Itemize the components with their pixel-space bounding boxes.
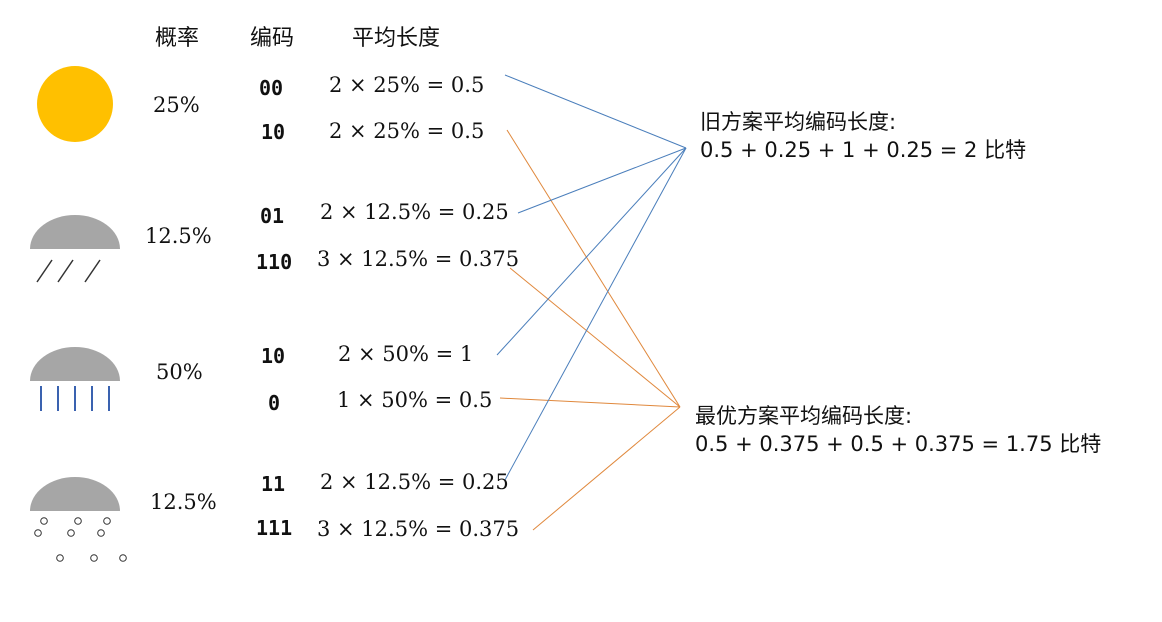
- old-scheme-equation: 0.5 + 0.25 + 1 + 0.25 = 2 比特: [700, 138, 1027, 162]
- optimal-scheme-connector: [506, 129, 681, 408]
- optimal-scheme-connector: [509, 267, 681, 408]
- old-scheme-connector: [517, 147, 687, 214]
- formula-cell: 2 × 12.5% = 0.25: [320, 470, 509, 494]
- optimal-scheme-connector: [532, 406, 681, 531]
- sun-icon: [37, 66, 113, 142]
- old-scheme-connector: [496, 147, 687, 356]
- old-scheme-connector: [504, 147, 687, 481]
- formula-cell: 2 × 12.5% = 0.25: [320, 200, 509, 224]
- formula-cell: 2 × 25% = 0.5: [329, 119, 485, 143]
- formula-cell: 3 × 12.5% = 0.375: [317, 517, 520, 541]
- light-rain-icon: [30, 215, 120, 283]
- snow-icon: [30, 477, 127, 562]
- header-code: 编码: [250, 26, 295, 51]
- formula-cell: 3 × 12.5% = 0.375: [317, 247, 520, 271]
- old-scheme-title: 旧方案平均编码长度:: [700, 110, 897, 134]
- code-cell: 110: [256, 250, 293, 274]
- formula-cell: 2 × 25% = 0.5: [329, 73, 485, 97]
- code-cell: 11: [261, 472, 286, 496]
- code-cell: 00: [259, 76, 284, 100]
- optimal-scheme-title: 最优方案平均编码长度:: [695, 404, 913, 428]
- formula-cell: 2 × 50% = 1: [338, 342, 474, 366]
- probability-sun: 25%: [153, 93, 200, 117]
- header-probability: 概率: [155, 26, 200, 51]
- optimal-scheme-summary: 最优方案平均编码长度: 0.5 + 0.375 + 0.5 + 0.375 = …: [695, 402, 1101, 458]
- header-avg-length: 平均长度: [352, 26, 441, 51]
- probability-heavy-rain: 50%: [156, 360, 203, 384]
- optimal-scheme-equation: 0.5 + 0.375 + 0.5 + 0.375 = 1.75 比特: [695, 432, 1102, 456]
- code-cell: 10: [261, 120, 286, 144]
- code-cell: 111: [256, 516, 293, 540]
- probability-snow: 12.5%: [150, 490, 217, 514]
- optimal-scheme-connector: [499, 397, 681, 408]
- code-cell: 01: [260, 204, 285, 228]
- old-scheme-connector: [504, 74, 687, 149]
- old-scheme-summary: 旧方案平均编码长度: 0.5 + 0.25 + 1 + 0.25 = 2 比特: [700, 108, 1026, 164]
- code-cell: 10: [261, 344, 286, 368]
- heavy-rain-icon: [30, 347, 120, 411]
- probability-light-rain: 12.5%: [145, 224, 212, 248]
- code-cell: 0: [268, 391, 281, 415]
- formula-cell: 1 × 50% = 0.5: [337, 388, 493, 412]
